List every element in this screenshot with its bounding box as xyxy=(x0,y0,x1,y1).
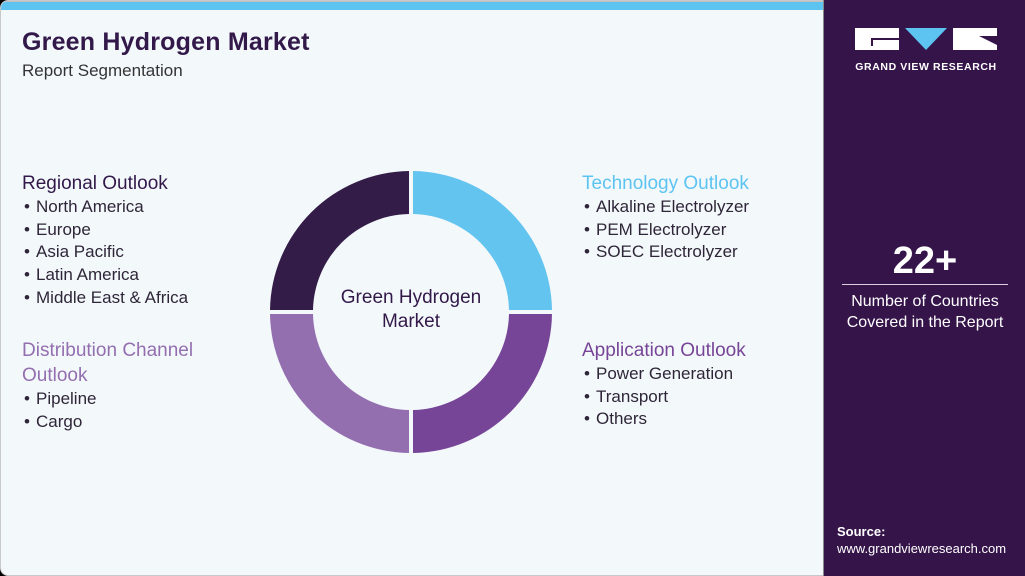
list-item: Cargo xyxy=(22,411,193,434)
list-item: Transport xyxy=(582,386,746,409)
donut-segment-top-right xyxy=(413,171,552,310)
list-item: SOEC Electrolyzer xyxy=(582,241,749,264)
donut-center-label: Green Hydrogen Market xyxy=(311,286,511,334)
donut-segment-top-left xyxy=(270,171,409,310)
list-item: Latin America xyxy=(22,264,188,287)
page-subtitle: Report Segmentation xyxy=(22,61,183,80)
side-panel: GRAND VIEW RESEARCH 22+ Number of Countr… xyxy=(823,0,1025,576)
donut-segment-bottom-left xyxy=(270,314,409,453)
list-item: Power Generation xyxy=(582,363,746,386)
application-outlook-title: Application Outlook xyxy=(582,340,746,361)
regional-outlook-title: Regional Outlook xyxy=(22,173,168,194)
regional-outlook-section: Regional Outlook North America Europe As… xyxy=(22,171,188,310)
source-url: www.grandviewresearch.com xyxy=(837,541,1007,556)
countries-count: 22+ xyxy=(892,240,958,282)
distribution-channel-title-line2: Outlook xyxy=(22,365,88,386)
gvr-logo-icon xyxy=(855,28,997,50)
countries-label-line2: Covered in the Report xyxy=(846,314,1004,331)
technology-outlook-title: Technology Outlook xyxy=(582,173,749,194)
segmentation-donut xyxy=(270,171,552,453)
donut-segment-bottom-right xyxy=(413,314,552,453)
grand-view-research-logo: GRAND VIEW RESEARCH xyxy=(855,28,997,73)
countries-label-line1: Number of Countries xyxy=(851,293,999,310)
list-item: PEM Electrolyzer xyxy=(582,219,749,242)
divider xyxy=(842,284,1008,285)
list-item: Europe xyxy=(22,219,188,242)
list-item: North America xyxy=(22,196,188,219)
donut-center-line1: Green Hydrogen xyxy=(340,287,482,308)
list-item: Middle East & Africa xyxy=(22,287,188,310)
distribution-channel-section: Distribution Channel Outlook Pipeline Ca… xyxy=(22,338,193,433)
application-outlook-section: Application Outlook Power Generation Tra… xyxy=(582,338,746,431)
donut-center-line2: Market xyxy=(381,311,441,332)
countries-label: Number of Countries Covered in the Repor… xyxy=(824,291,1025,333)
list-item: Others xyxy=(582,408,746,431)
technology-outlook-section: Technology Outlook Alkaline Electrolyzer… xyxy=(582,171,749,264)
list-item: Alkaline Electrolyzer xyxy=(582,196,749,219)
source-label: Source: xyxy=(837,524,886,539)
distribution-channel-title-line1: Distribution Channel xyxy=(22,340,194,361)
list-item: Asia Pacific xyxy=(22,241,188,264)
page-title: Green Hydrogen Market xyxy=(22,28,310,56)
accent-bar xyxy=(1,1,824,10)
list-item: Pipeline xyxy=(22,388,193,411)
logo-text: GRAND VIEW RESEARCH xyxy=(855,61,997,73)
